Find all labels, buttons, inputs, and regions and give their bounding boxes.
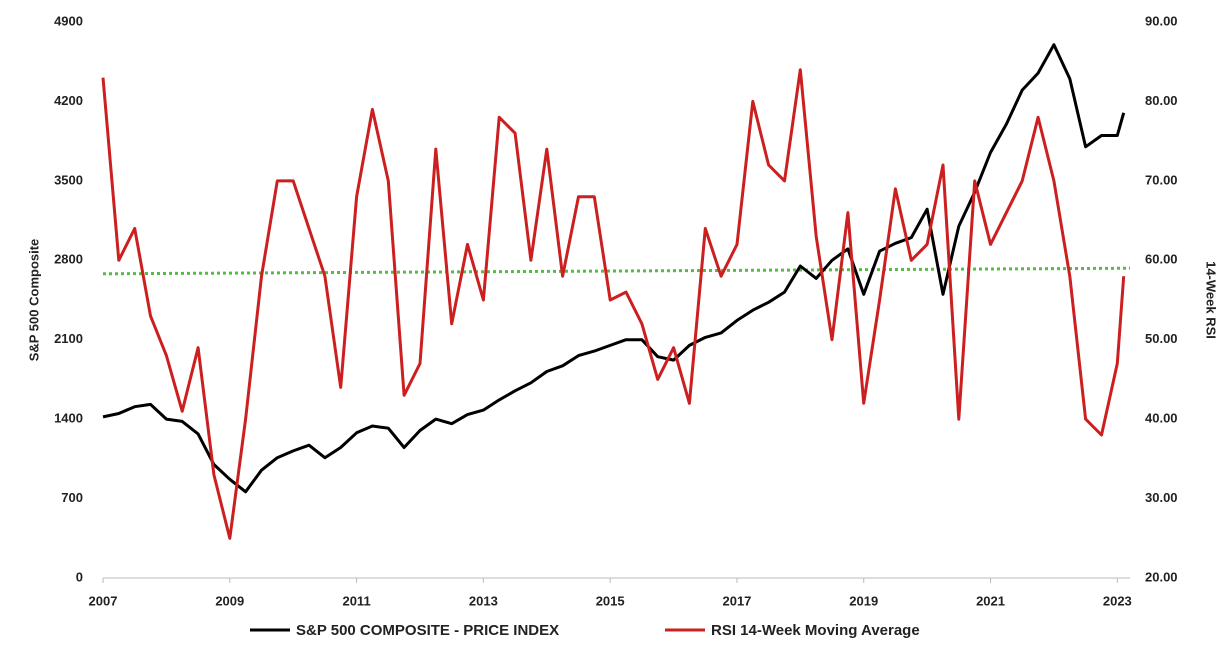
y2-axis-label: 14-Week RSI <box>1204 261 1219 339</box>
y2-tick-label: 60.00 <box>1145 252 1178 267</box>
series-line <box>101 68 1126 540</box>
x-tick-label: 2021 <box>976 593 1005 608</box>
y-axis-label: S&P 500 Composite <box>26 239 41 362</box>
y-tick-label: 2100 <box>54 331 83 346</box>
x-tick-label: 2009 <box>215 593 244 608</box>
y-tick-label: 0 <box>76 569 83 584</box>
y2-tick-label: 80.00 <box>1145 93 1178 108</box>
x-tick-label: 2013 <box>469 593 498 608</box>
series-line <box>102 43 1126 494</box>
x-tick-label: 2015 <box>596 593 625 608</box>
y-tick-label: 2800 <box>54 252 83 267</box>
x-tick-label: 2023 <box>1103 593 1132 608</box>
legend-label: S&P 500 COMPOSITE - PRICE INDEX <box>296 622 559 639</box>
y-tick-label: 700 <box>61 490 83 505</box>
x-tick-label: 2019 <box>849 593 878 608</box>
y2-tick-label: 20.00 <box>1145 569 1178 584</box>
y2-tick-label: 90.00 <box>1145 13 1178 28</box>
y2-tick-label: 40.00 <box>1145 411 1178 426</box>
x-tick-label: 2007 <box>89 593 118 608</box>
legend-label: RSI 14-Week Moving Average <box>711 622 920 639</box>
x-tick-label: 2011 <box>342 593 370 608</box>
y2-tick-label: 50.00 <box>1145 331 1178 346</box>
y2-tick-label: 70.00 <box>1145 172 1178 187</box>
y-tick-label: 1400 <box>54 411 83 426</box>
x-tick-label: 2017 <box>722 593 751 608</box>
y-tick-label: 4900 <box>54 13 83 28</box>
y-tick-label: 4200 <box>54 93 83 108</box>
y2-tick-label: 30.00 <box>1145 490 1178 505</box>
y-tick-label: 3500 <box>54 172 83 187</box>
